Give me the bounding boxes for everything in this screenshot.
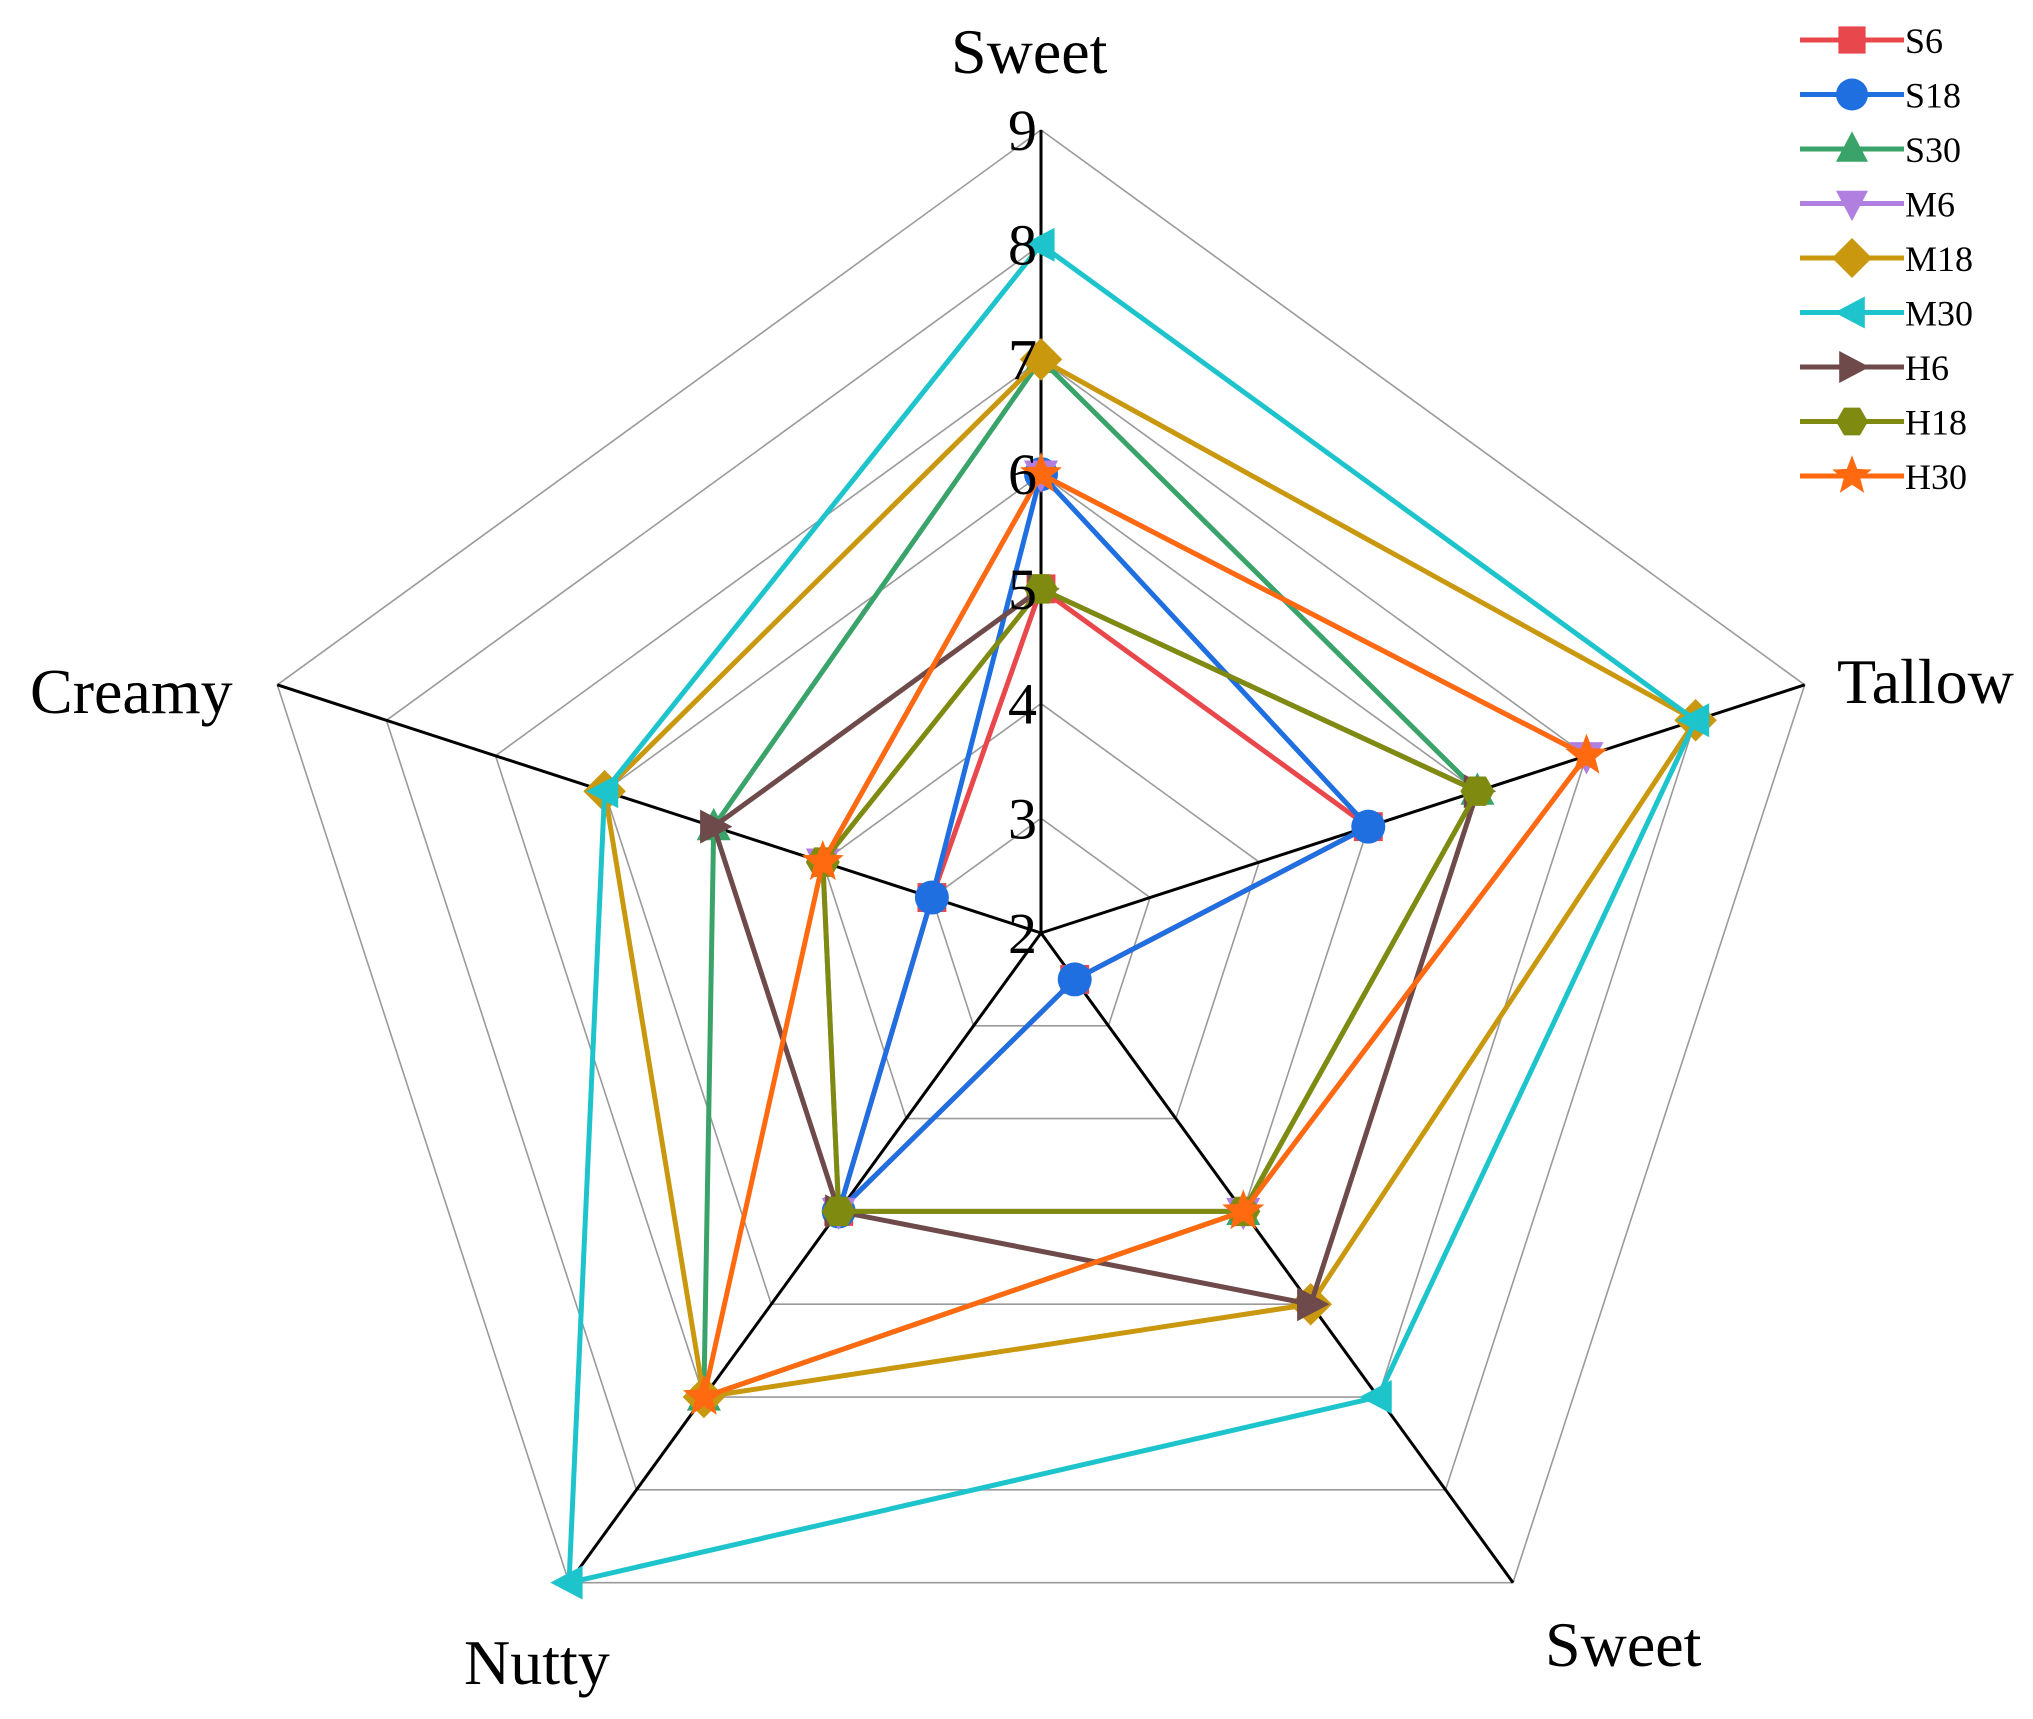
point-H18-0: [1024, 574, 1058, 604]
tick-label: 7: [1008, 327, 1037, 392]
tick-label: 5: [1008, 557, 1037, 622]
grid-ring-3: [930, 817, 1152, 1027]
point-H30-0: [1019, 452, 1063, 493]
grid-ring-4: [821, 702, 1261, 1120]
legend-marker-S6: [1838, 26, 1866, 54]
series-M6: [805, 460, 1604, 1231]
axis-label-4: Creamy: [30, 656, 233, 727]
legend-item-H30: H30: [1800, 455, 1967, 497]
legend-item-M18: M18: [1800, 238, 1973, 279]
legend-item-S30: S30: [1800, 130, 1961, 170]
legend: S6 S18 S30 M6 M18 M30 H6 H18 H30: [1800, 21, 1973, 497]
axis-line-1: [1040, 683, 1806, 935]
point-M18-0: [1019, 338, 1063, 381]
point-H18-1: [1460, 776, 1495, 806]
series-line-H18: [820, 586, 1480, 1214]
legend-item-M30: M30: [1800, 294, 1973, 334]
legend-marker-S30: [1836, 131, 1868, 162]
axis-label-3: Nutty: [464, 1627, 610, 1698]
legend-label: M18: [1905, 239, 1973, 279]
legend-label: H18: [1905, 403, 1967, 443]
tick-label: 2: [1008, 901, 1037, 966]
tick-label: 8: [1008, 213, 1037, 278]
series-line-S18: [836, 471, 1371, 1214]
axis-labels: Sweet Tallow Sweet Nutty Creamy: [30, 16, 2014, 1698]
radial-tick-labels: 2 3 4 5 6 7 8 9: [1008, 98, 1037, 966]
point-H30-1: [1565, 733, 1608, 774]
series-M30: [550, 227, 1710, 1600]
axis-line-2: [1039, 932, 1515, 1584]
point-S18-4: [914, 880, 949, 915]
legend-marker-M6: [1836, 190, 1868, 222]
tick-label: 9: [1008, 98, 1037, 163]
legend-marker-H18: [1836, 407, 1868, 436]
legend-item-H18: H18: [1800, 403, 1967, 443]
legend-item-H6: H6: [1800, 348, 1949, 388]
legend-marker-S18: [1836, 78, 1868, 111]
legend-item-S6: S6: [1800, 21, 1943, 61]
point-H30-2: [1222, 1189, 1265, 1230]
axis-label-0: Sweet: [951, 16, 1108, 87]
point-M30-3: [550, 1565, 583, 1600]
grid-ring-9: [276, 129, 1806, 1584]
axis-line-4: [276, 683, 1042, 935]
axis-label-1: Tallow: [1837, 646, 2014, 717]
legend-marker-M18: [1832, 238, 1872, 278]
legend-marker-M30: [1834, 296, 1865, 329]
point-M30-1: [1676, 703, 1710, 738]
legend-label: H6: [1905, 348, 1949, 388]
tick-label: 6: [1008, 442, 1037, 507]
point-S18-1: [1351, 809, 1386, 844]
series-H6: [700, 571, 1497, 1322]
point-H30-3: [682, 1374, 725, 1415]
grid-ring-7: [494, 358, 1588, 1398]
point-H18-3: [821, 1196, 856, 1227]
legend-label: M6: [1905, 185, 1955, 225]
series-S6: [824, 574, 1383, 1226]
point-M30-0: [1022, 227, 1055, 262]
radar-axes: [276, 130, 1806, 1584]
legend-item-M6: M6: [1800, 185, 1955, 225]
grid-ring-6: [603, 473, 1479, 1306]
point-S18-2: [1057, 962, 1092, 997]
legend-label: S18: [1905, 76, 1961, 116]
legend-marker-H30: [1832, 455, 1872, 493]
point-M30-4: [585, 774, 619, 809]
axis-line-3: [567, 932, 1043, 1584]
legend-marker-H6: [1839, 351, 1870, 383]
legend-label: H30: [1905, 457, 1967, 497]
tick-label: 3: [1008, 786, 1037, 851]
point-H6-2: [1297, 1287, 1330, 1322]
series-line-M18: [602, 356, 1699, 1400]
point-H6-4: [700, 809, 733, 844]
point-M30-2: [1359, 1380, 1392, 1415]
series-H30: [682, 452, 1608, 1415]
legend-label: S6: [1905, 21, 1943, 61]
legend-label: M30: [1905, 294, 1973, 334]
tick-label: 4: [1008, 672, 1037, 737]
legend-item-S18: S18: [1800, 76, 1961, 116]
legend-label: S30: [1905, 130, 1961, 170]
series-line-M30: [566, 242, 1699, 1586]
series-line-M6: [820, 471, 1589, 1214]
point-H30-4: [801, 840, 844, 880]
axis-label-2: Sweet: [1545, 1609, 1702, 1680]
radar-series: [550, 227, 1717, 1600]
series-line-H30: [701, 471, 1589, 1400]
